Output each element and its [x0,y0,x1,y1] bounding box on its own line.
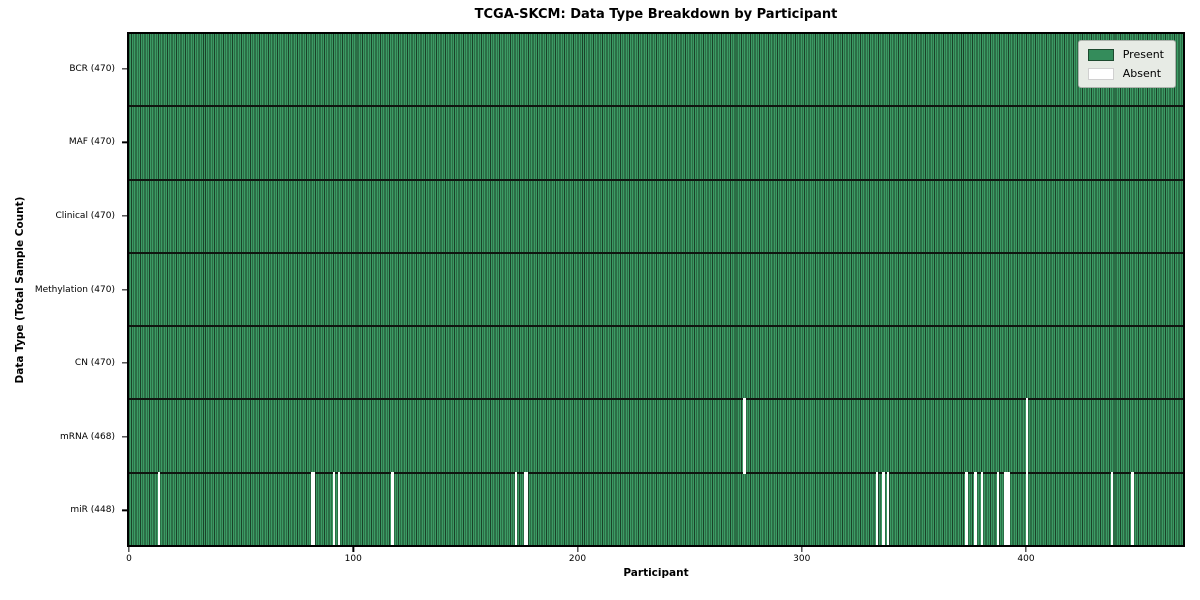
absent-stripe [875,471,878,545]
x-tick-label-100: 100 [344,554,362,564]
x-tick-label-0: 0 [126,554,132,564]
legend-label-absent: Absent [1122,67,1162,80]
absent-stripe [333,471,336,545]
heatmap-row-mir [129,471,1183,545]
y-tick-label-bcr: BCR (470) [69,63,115,74]
absent-stripe [1008,471,1011,545]
absent-stripe [310,471,313,545]
y-tick-mark [122,362,127,364]
absent-stripe [981,471,984,545]
y-tick-label-maf: MAF (470) [68,137,115,148]
absent-stripe [525,471,529,545]
heatmap [129,34,1183,545]
legend-swatch-absent-icon [1087,67,1114,80]
heatmap-row-clinical [129,180,1183,254]
y-tick-mark [122,141,127,143]
legend: Present Absent [1077,40,1176,88]
y-tick-mark [122,68,127,70]
absent-stripe [391,471,394,545]
x-tick-label-400: 400 [1017,554,1035,564]
absent-stripe [1005,471,1009,545]
y-tick-mark [122,435,127,438]
y-tick-mark [122,288,127,291]
legend-label-present: Present [1122,48,1164,61]
x-tick-mark [801,547,803,552]
y-tick-label-clinical: Clinical (470) [55,210,115,221]
legend-swatch-present-icon [1087,48,1114,61]
x-tick-label-300: 300 [793,554,811,564]
absent-stripe [882,471,885,545]
x-axis-label: Participant [623,567,689,579]
absent-stripe [974,471,977,545]
absent-stripe [1026,471,1029,545]
heatmap-row-cn [129,327,1183,401]
heatmap-row-mrna [129,398,1183,474]
y-axis-label: Data Type (Total Sample Count) [14,196,26,384]
absent-stripe [312,471,316,545]
absent-stripe [886,471,890,545]
absent-stripe [996,471,1000,545]
absent-stripe [514,471,517,545]
y-tick-label-methylation: Methylation (470) [34,284,115,295]
heatmap-row-bcr [129,34,1183,108]
x-tick-label-200: 200 [568,554,587,564]
absent-stripe [1026,398,1029,474]
y-tick-label-mir: miR (448) [70,505,115,516]
absent-stripe [158,471,161,545]
y-tick-mark [122,215,127,217]
x-tick-mark [128,547,130,552]
legend-item-present: Present [1087,48,1164,61]
x-tick-mark [1025,547,1027,552]
absent-stripe [523,471,526,545]
absent-stripe [1131,471,1134,545]
absent-stripe [965,471,968,545]
heatmap-row-methylation [129,253,1183,328]
x-axis-ticks: 0 100 200 300 400 [126,547,1183,577]
plot-area: Present Absent [127,32,1185,547]
absent-stripe [743,398,746,474]
absent-stripe [1003,471,1006,545]
y-tick-label-cn: CN (470) [74,358,115,369]
x-tick-mark [352,547,354,552]
y-axis-ticks: BCR (470) MAF (470) Clinical (470) Methylat… [0,32,127,547]
absent-stripe [337,471,340,545]
absent-stripe [1111,471,1114,545]
legend-item-absent: Absent [1087,67,1164,80]
x-tick-mark [576,547,579,552]
heatmap-row-maf [129,107,1183,181]
y-tick-mark [122,509,127,511]
y-tick-label-mrna: mRNA (468) [60,431,115,442]
chart-title: TCGA-SKCM: Data Type Breakdown by Partic… [474,7,838,22]
